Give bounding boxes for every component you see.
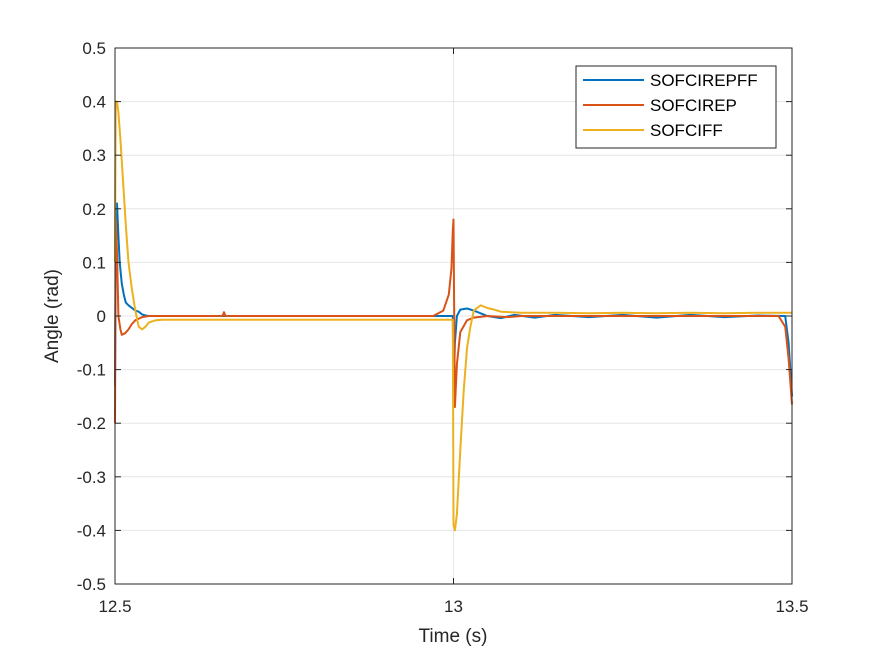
x-tick-label: 13 [444, 597, 463, 616]
y-tick-label: 0.4 [82, 93, 106, 112]
y-tick-label: 0.2 [82, 200, 106, 219]
y-tick-label: -0.1 [77, 361, 106, 380]
series-line-sofcirep [114, 218, 793, 424]
x-tick-label: 13.5 [775, 597, 808, 616]
y-tick-label: 0.1 [82, 253, 106, 272]
y-tick-label: 0 [97, 307, 106, 326]
series-line-sofciff [114, 100, 792, 532]
y-tick-label: -0.5 [77, 575, 106, 594]
y-tick-labels: -0.5 -0.4 -0.3 -0.2 -0.1 0 0.1 0.2 0.3 0.4 0.5 [77, 39, 106, 594]
series-lines [114, 100, 793, 532]
legend-label: SOFCIREPFF [650, 71, 758, 90]
y-tick-label: 0.3 [82, 146, 106, 165]
legend-label: SOFCIFF [650, 121, 723, 140]
y-axis-label: Angle (rad) [42, 269, 63, 363]
y-tick-label: -0.4 [77, 521, 106, 540]
x-tick-labels: 12.5 13 13.5 [98, 597, 808, 616]
x-axis-label: Time (s) [419, 626, 488, 647]
legend: SOFCIREPFF SOFCIREP SOFCIFF [575, 65, 777, 149]
axis-ticks [114, 47, 793, 585]
x-tick-label: 12.5 [98, 597, 131, 616]
legend-label: SOFCIREP [650, 96, 737, 115]
y-tick-label: -0.3 [77, 468, 106, 487]
y-tick-label: -0.2 [77, 414, 106, 433]
y-tick-label: 0.5 [82, 39, 106, 58]
